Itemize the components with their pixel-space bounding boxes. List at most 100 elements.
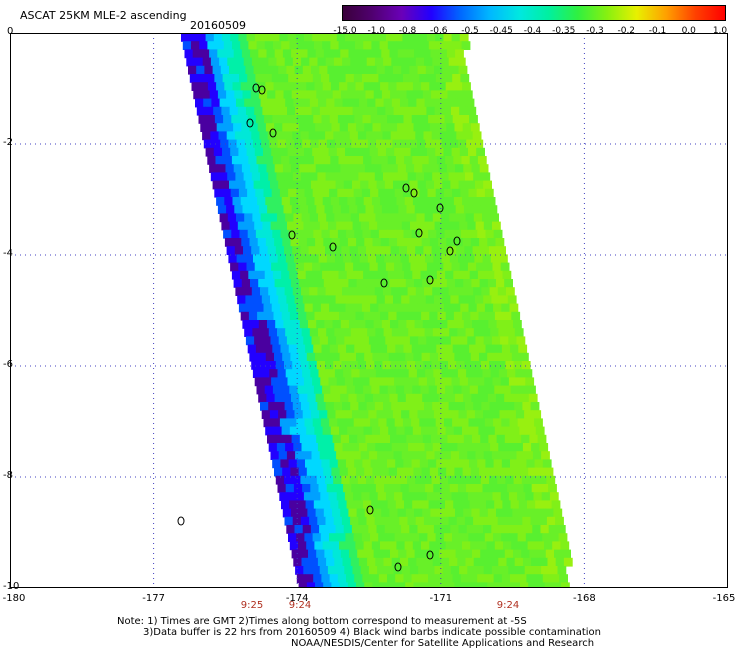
swath-cell — [439, 131, 449, 141]
swath-cell — [394, 188, 404, 198]
swath-cell — [361, 377, 371, 387]
swath-cell — [375, 369, 385, 378]
swath-cell — [330, 82, 340, 91]
swath-cell — [386, 533, 396, 542]
swath-cell — [445, 41, 454, 50]
swath-cell — [424, 287, 433, 296]
swath-cell — [258, 393, 267, 403]
swath-cell — [527, 541, 537, 551]
swath-cell — [524, 410, 533, 419]
swath-cell — [321, 459, 331, 469]
swath-cell — [242, 90, 252, 100]
swath-cell — [404, 156, 413, 165]
swath-cell — [493, 459, 503, 469]
swath-cell — [425, 180, 435, 190]
swath-cell — [519, 426, 529, 436]
swath-cell — [442, 65, 451, 75]
swath-cell — [494, 270, 504, 280]
swath-cell — [254, 336, 263, 346]
swath-cell — [403, 574, 413, 583]
swath-cell — [456, 287, 466, 296]
swath-cell — [465, 98, 475, 108]
swath-cell — [410, 262, 420, 272]
swath-cell — [355, 311, 365, 321]
swath-cell — [339, 197, 348, 206]
swath-cell — [282, 393, 292, 403]
swath-cell — [506, 402, 515, 411]
swath-cell — [449, 213, 458, 223]
swath-cell — [476, 303, 486, 313]
swath-cell — [531, 443, 540, 452]
swath-cell — [270, 336, 280, 346]
swath-cell — [378, 574, 388, 583]
swath-cell — [320, 33, 330, 42]
swath-cell — [371, 156, 381, 165]
swath-cell — [363, 426, 373, 436]
swath-cell — [532, 451, 542, 460]
swath-cell — [470, 123, 480, 132]
swath-cell — [358, 287, 368, 296]
swath-cell — [417, 139, 426, 149]
swath-cell — [415, 516, 425, 526]
swath-cell — [286, 65, 296, 75]
swath-cell — [389, 49, 399, 59]
swath-cell — [304, 33, 313, 42]
swath-cell — [469, 229, 478, 239]
swath-cell — [262, 106, 272, 116]
swath-cell — [284, 516, 294, 526]
swath-cell — [448, 475, 457, 485]
swath-cell — [398, 246, 408, 255]
swath-cell — [361, 418, 371, 428]
swath-cell — [532, 410, 542, 419]
swath-cell — [337, 459, 347, 469]
swath-cell — [344, 492, 354, 501]
swath-cell — [400, 369, 410, 378]
swath-cell — [319, 566, 329, 575]
swath-cell — [414, 393, 423, 403]
swath-cell — [265, 352, 275, 362]
swath-cell — [428, 115, 437, 124]
swath-cell — [369, 33, 379, 42]
swath-cell — [296, 574, 306, 583]
swath-cell — [444, 459, 454, 469]
swath-cell — [502, 500, 512, 510]
swath-cell — [400, 98, 409, 108]
swath-cell — [514, 516, 523, 526]
swath-cell — [493, 303, 502, 313]
swath-cell — [490, 557, 499, 567]
swath-cell — [387, 500, 397, 510]
swath-cell — [404, 541, 414, 551]
swath-cell — [376, 180, 386, 190]
swath-cell — [497, 287, 507, 296]
swath-cell — [544, 582, 554, 588]
swath-cell — [439, 549, 448, 559]
swath-cell — [291, 549, 301, 559]
swath-cell — [325, 475, 334, 485]
swath-cell — [436, 385, 446, 395]
swath-cell — [237, 106, 247, 116]
swath-cell — [467, 377, 477, 387]
swath-cell — [399, 557, 409, 567]
swath-cell — [412, 385, 422, 395]
swath-cell — [368, 566, 378, 575]
swath-cell — [432, 443, 442, 452]
swath-cell — [257, 311, 266, 321]
swath-cell — [309, 516, 318, 526]
swath-cell — [421, 123, 431, 132]
swath-cell — [550, 533, 560, 542]
swath-cell — [518, 459, 527, 469]
swath-cell — [479, 352, 488, 362]
swath-cell — [298, 197, 307, 206]
swath-cell — [345, 147, 354, 157]
swath-cell — [422, 90, 432, 100]
swath-cell — [323, 508, 333, 518]
swath-cell — [515, 484, 525, 493]
swath-cell — [301, 98, 311, 108]
swath-cell — [405, 393, 415, 403]
swath-cell — [308, 549, 317, 559]
swath-cell — [306, 311, 316, 321]
swath-cell — [360, 410, 369, 419]
swath-cell — [481, 287, 491, 296]
swath-cell — [350, 402, 359, 411]
swath-cell — [399, 516, 409, 526]
